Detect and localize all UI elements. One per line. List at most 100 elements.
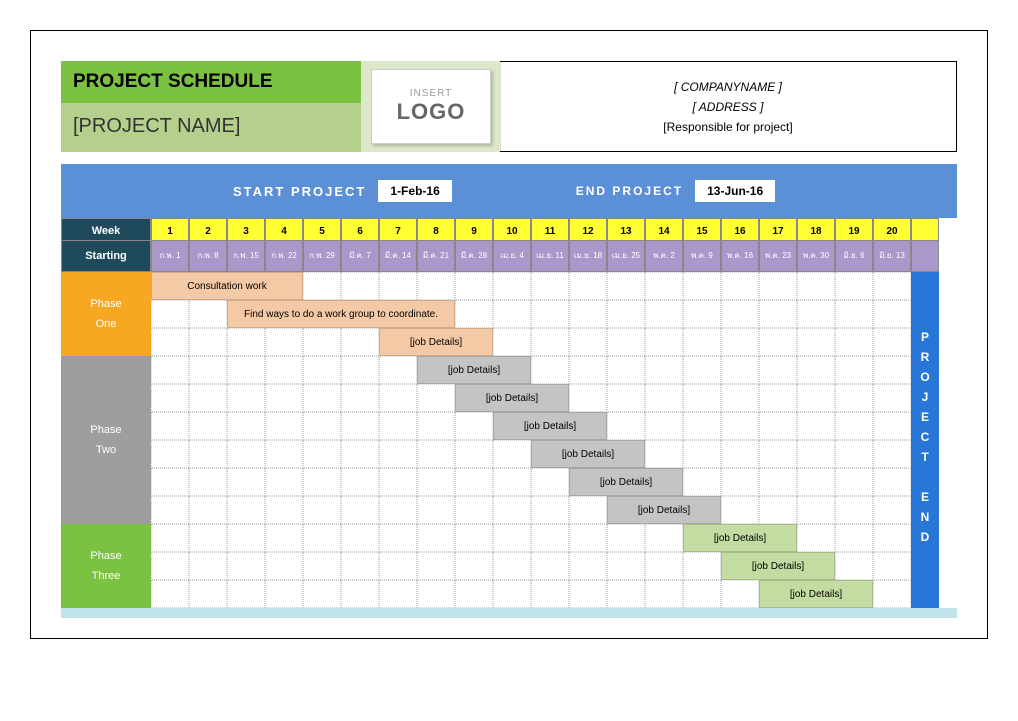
title: PROJECT SCHEDULE [61, 61, 361, 103]
grid-cell [759, 300, 797, 328]
grid-cell [721, 468, 759, 496]
grid-cell [151, 328, 189, 356]
grid-cell [265, 328, 303, 356]
grid-cell [531, 524, 569, 552]
logo-text: LOGO [397, 99, 466, 125]
grid-cell [569, 496, 607, 524]
task-bar[interactable]: [job Details] [569, 468, 683, 496]
grid-cell [455, 580, 493, 608]
grid-cell [569, 300, 607, 328]
task-bar[interactable]: [job Details] [531, 440, 645, 468]
header: PROJECT SCHEDULE [PROJECT NAME] INSERT L… [61, 61, 957, 152]
task-bar[interactable]: [job Details] [607, 496, 721, 524]
grid-cell [417, 552, 455, 580]
start-project-date[interactable]: 1-Feb-16 [378, 180, 451, 202]
grid-cell [417, 468, 455, 496]
grid-cell [797, 328, 835, 356]
grid-cell [341, 524, 379, 552]
grid-cell [455, 468, 493, 496]
grid-cell [493, 496, 531, 524]
starting-header-label: Starting [61, 240, 151, 272]
end-project-date[interactable]: 13-Jun-16 [695, 180, 775, 202]
grid-cell [569, 328, 607, 356]
task-bar[interactable]: [job Details] [493, 412, 607, 440]
grid-cell [797, 496, 835, 524]
task-bar[interactable]: [job Details] [759, 580, 873, 608]
grid-cell [835, 384, 873, 412]
grid-cell [265, 552, 303, 580]
grid-cell [493, 468, 531, 496]
grid-cell [227, 412, 265, 440]
grid-cell [531, 328, 569, 356]
grid-cell [645, 272, 683, 300]
grid-cell [227, 440, 265, 468]
grid-cell [303, 552, 341, 580]
grid-cell [417, 496, 455, 524]
task-bar[interactable]: [job Details] [683, 524, 797, 552]
grid-cell [835, 328, 873, 356]
starting-date: พ.ค. 23 [759, 240, 797, 272]
starting-date: พ.ค. 9 [683, 240, 721, 272]
grid-cell [493, 440, 531, 468]
grid-cell [759, 468, 797, 496]
starting-date: ก.พ. 29 [303, 240, 341, 272]
grid-cell [341, 356, 379, 384]
grid-cell [645, 412, 683, 440]
logo-placeholder[interactable]: INSERT LOGO [371, 69, 491, 144]
grid-cell [873, 272, 911, 300]
grid-cell [379, 468, 417, 496]
starting-date: มี.ค. 28 [455, 240, 493, 272]
grid-cell [645, 524, 683, 552]
grid-cell [151, 440, 189, 468]
grid-cell [379, 552, 417, 580]
grid-cell [379, 524, 417, 552]
starting-date: เม.ย. 25 [607, 240, 645, 272]
footer-strip [61, 608, 957, 618]
task-bar[interactable]: Find ways to do a work group to coordina… [227, 300, 455, 328]
grid-cell [721, 384, 759, 412]
grid-cell [531, 356, 569, 384]
grid-cell [455, 440, 493, 468]
grid-cell [303, 468, 341, 496]
task-bar[interactable]: Consultation work [151, 272, 303, 300]
starting-date: พ.ค. 2 [645, 240, 683, 272]
grid-cell [683, 468, 721, 496]
grid-cell [683, 356, 721, 384]
grid-cell [417, 440, 455, 468]
blank [911, 240, 939, 272]
grid-cell [835, 468, 873, 496]
grid-cell [645, 580, 683, 608]
grid-cell [151, 384, 189, 412]
grid-cell [417, 524, 455, 552]
grid-cell [759, 272, 797, 300]
task-bar[interactable]: [job Details] [417, 356, 531, 384]
grid-cell [797, 356, 835, 384]
grid-cell [721, 580, 759, 608]
task-bar[interactable]: [job Details] [721, 552, 835, 580]
grid-cell [759, 496, 797, 524]
grid-cell [797, 300, 835, 328]
task-bar[interactable]: [job Details] [379, 328, 493, 356]
starting-date: เม.ย. 18 [569, 240, 607, 272]
grid-cell [265, 356, 303, 384]
grid-cell [493, 300, 531, 328]
grid-cell [455, 524, 493, 552]
grid-cell [645, 440, 683, 468]
grid-cell [683, 300, 721, 328]
grid-cell [265, 468, 303, 496]
starting-date: ก.พ. 22 [265, 240, 303, 272]
document-frame: PROJECT SCHEDULE [PROJECT NAME] INSERT L… [30, 30, 988, 639]
grid-cell [189, 356, 227, 384]
grid-cell [189, 468, 227, 496]
responsible: [Responsible for project] [663, 120, 792, 134]
grid-cell [417, 272, 455, 300]
grid-cell [797, 384, 835, 412]
task-bar[interactable]: [job Details] [455, 384, 569, 412]
grid-cell [531, 272, 569, 300]
grid-cell [569, 272, 607, 300]
grid-cell [835, 272, 873, 300]
grid-cell [227, 328, 265, 356]
grid-cell [797, 440, 835, 468]
grid-cell [303, 412, 341, 440]
company-address: [ ADDRESS ] [693, 100, 764, 114]
